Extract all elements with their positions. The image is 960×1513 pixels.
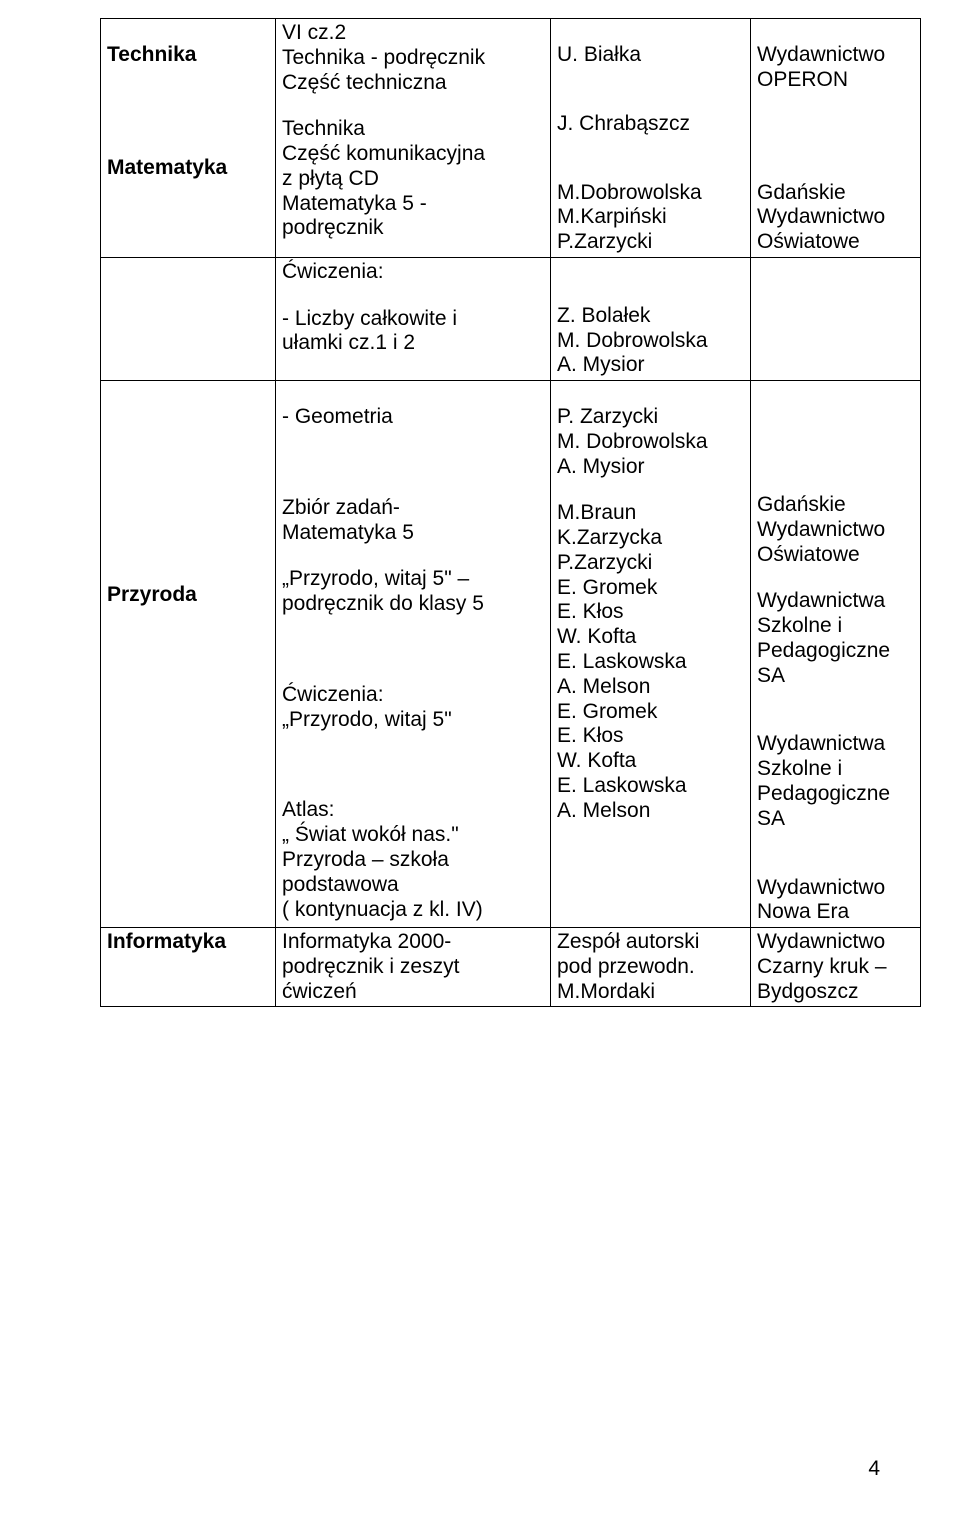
- cell-subject: Przyroda: [101, 381, 276, 928]
- text: A. Mysior: [557, 455, 744, 480]
- text: „Przyrodo, witaj 5" –: [282, 567, 544, 592]
- cell-author: P. Zarzycki M. Dobrowolska A. Mysior M.B…: [551, 381, 751, 928]
- text: Wydawnictwa: [757, 732, 914, 757]
- text: ćwiczeń: [282, 980, 544, 1005]
- text: z płytą CD: [282, 167, 544, 192]
- text: E. Kłos: [557, 724, 744, 749]
- text: P. Zarzycki: [557, 405, 744, 430]
- cell-publisher: [751, 257, 921, 380]
- text: Część komunikacyjna: [282, 142, 544, 167]
- text: pod przewodn.: [557, 955, 744, 980]
- text: A. Melson: [557, 675, 744, 700]
- text: K.Zarzycka: [557, 526, 744, 551]
- table-row: Technika Matematyka VI cz.2 Technika - p…: [101, 19, 921, 258]
- subject-matematyka: Matematyka: [107, 156, 269, 181]
- text: podręcznik do klasy 5: [282, 592, 544, 617]
- cell-author: U. Białka J. Chrabąszcz M.Dobrowolska M.…: [551, 19, 751, 258]
- cell-publisher: Gdańskie Wydawnictwo Oświatowe Wydawnict…: [751, 381, 921, 928]
- text: Oświatowe: [757, 543, 914, 568]
- table-row: Informatyka Informatyka 2000- podręcznik…: [101, 928, 921, 1007]
- text: Gdańskie: [757, 181, 914, 206]
- text: Matematyka 5 -: [282, 192, 544, 217]
- text: Nowa Era: [757, 900, 914, 925]
- page: Technika Matematyka VI cz.2 Technika - p…: [0, 0, 960, 1513]
- main-table: Technika Matematyka VI cz.2 Technika - p…: [100, 18, 921, 1007]
- text: Część techniczna: [282, 71, 544, 96]
- text: Gdańskie: [757, 493, 914, 518]
- cell-subject: [101, 257, 276, 380]
- subject-informatyka: Informatyka: [107, 930, 269, 955]
- text: J. Chrabąszcz: [557, 112, 744, 137]
- table-row: Ćwiczenia: - Liczby całkowite i ułamki c…: [101, 257, 921, 380]
- text: W. Kofta: [557, 749, 744, 774]
- text: M. Dobrowolska: [557, 329, 744, 354]
- text: Wydawnictwo: [757, 43, 914, 68]
- text: „ Świat wokół nas.": [282, 823, 544, 848]
- text: Pedagogiczne SA: [757, 782, 914, 832]
- text: Wydawnictwo: [757, 930, 914, 955]
- cell-publisher: Wydawnictwo Czarny kruk – Bydgoszcz: [751, 928, 921, 1007]
- text: P.Zarzycki: [557, 551, 744, 576]
- cell-title: - Geometria Zbiór zadań- Matematyka 5 „P…: [276, 381, 551, 928]
- cell-author: Z. Bolałek M. Dobrowolska A. Mysior: [551, 257, 751, 380]
- text: Oświatowe: [757, 230, 914, 255]
- cell-publisher: Wydawnictwo OPERON Gdańskie Wydawnictwo …: [751, 19, 921, 258]
- text: P.Zarzycki: [557, 230, 744, 255]
- text: - Liczby całkowite i: [282, 307, 544, 332]
- text: „Przyrodo, witaj 5": [282, 708, 544, 733]
- text: Wydawnictwo: [757, 518, 914, 543]
- text: ułamki cz.1 i 2: [282, 331, 544, 356]
- text: E. Gromek: [557, 576, 744, 601]
- text: ( kontynuacja z kl. IV): [282, 898, 544, 923]
- cell-title: VI cz.2 Technika - podręcznik Część tech…: [276, 19, 551, 258]
- text: Atlas:: [282, 798, 544, 823]
- text: U. Białka: [557, 43, 744, 68]
- text: M.Dobrowolska: [557, 181, 744, 206]
- text: E. Gromek: [557, 700, 744, 725]
- text: Przyroda – szkoła: [282, 848, 544, 873]
- table-row: Przyroda - Geometria Zbiór zadań- Matema…: [101, 381, 921, 928]
- page-number: 4: [868, 1457, 880, 1481]
- text: Bydgoszcz: [757, 980, 914, 1005]
- text: M. Dobrowolska: [557, 430, 744, 455]
- cell-title: Ćwiczenia: - Liczby całkowite i ułamki c…: [276, 257, 551, 380]
- text: A. Mysior: [557, 353, 744, 378]
- text: VI cz.2: [282, 21, 544, 46]
- text: Matematyka 5: [282, 521, 544, 546]
- subject-technika: Technika: [107, 43, 269, 68]
- text: Wydawnictwa: [757, 589, 914, 614]
- cell-title: Informatyka 2000- podręcznik i zeszyt ćw…: [276, 928, 551, 1007]
- cell-author: Zespół autorski pod przewodn. M.Mordaki: [551, 928, 751, 1007]
- text: Z. Bolałek: [557, 304, 744, 329]
- cell-subject: Informatyka: [101, 928, 276, 1007]
- text: Zbiór zadań-: [282, 496, 544, 521]
- text: M.Braun: [557, 501, 744, 526]
- text: podstawowa: [282, 873, 544, 898]
- text: W. Kofta: [557, 625, 744, 650]
- text: Zespół autorski: [557, 930, 744, 955]
- text: Czarny kruk –: [757, 955, 914, 980]
- subject-przyroda: Przyroda: [107, 583, 269, 608]
- text: Wydawnictwo: [757, 876, 914, 901]
- text: Technika: [282, 117, 544, 142]
- text: M.Mordaki: [557, 980, 744, 1005]
- text: Ćwiczenia:: [282, 260, 544, 285]
- text: OPERON: [757, 68, 914, 93]
- text: Technika - podręcznik: [282, 46, 544, 71]
- text: Informatyka 2000-: [282, 930, 544, 955]
- text: E. Laskowska: [557, 650, 744, 675]
- text: Ćwiczenia:: [282, 683, 544, 708]
- text: E. Kłos: [557, 600, 744, 625]
- text: Szkolne i: [757, 614, 914, 639]
- text: A. Melson: [557, 799, 744, 824]
- text: E. Laskowska: [557, 774, 744, 799]
- text: Szkolne i: [757, 757, 914, 782]
- text: Pedagogiczne SA: [757, 639, 914, 689]
- text: Wydawnictwo: [757, 205, 914, 230]
- cell-subject: Technika Matematyka: [101, 19, 276, 258]
- text: podręcznik i zeszyt: [282, 955, 544, 980]
- text: M.Karpiński: [557, 205, 744, 230]
- text: podręcznik: [282, 216, 544, 241]
- text: - Geometria: [282, 405, 544, 430]
